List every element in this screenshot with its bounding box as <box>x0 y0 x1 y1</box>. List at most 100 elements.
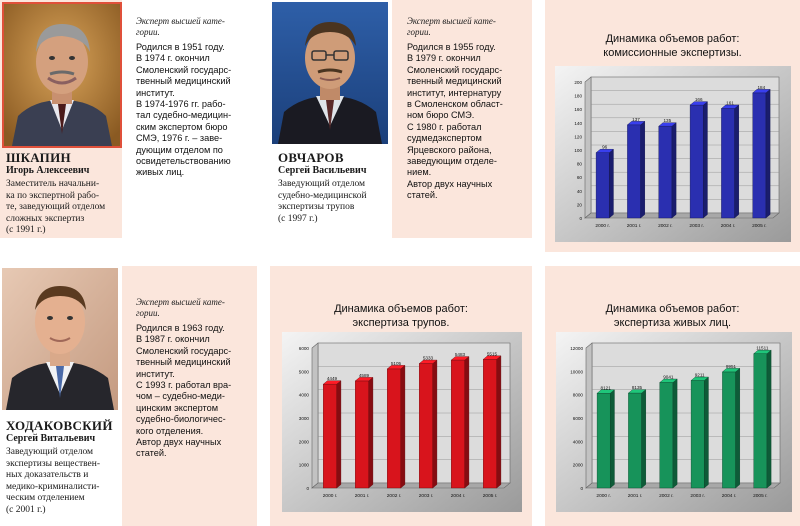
y-tick-label: 120 <box>574 134 582 139</box>
y-tick-label: 80 <box>577 162 583 167</box>
bar <box>659 378 678 489</box>
x-tick-label: 2004 г. <box>451 493 466 499</box>
x-tick-label: 2002 г. <box>659 493 674 499</box>
x-tick-label: 2003 г. <box>690 493 705 499</box>
y-tick-label: 0 <box>306 486 309 491</box>
x-tick-label: 2000 г. <box>323 493 338 499</box>
bar-front <box>451 359 465 489</box>
expert-full-name: Сергей Витальевич <box>6 433 96 444</box>
bar-front <box>419 363 433 489</box>
bar-front <box>690 380 705 489</box>
bar <box>482 355 502 489</box>
x-tick-label: 2004 г. <box>722 493 737 499</box>
y-tick-label: 4000 <box>573 439 584 444</box>
bar-side <box>671 122 677 219</box>
bar <box>386 364 406 489</box>
bar-top <box>322 380 342 385</box>
commission-expertise-chart: 0 20 40 60 80 100 120 140 160 180 200 96 2000 г. 137 2… <box>555 66 791 242</box>
y-tick-label: 2000 <box>573 463 584 468</box>
bar-top <box>689 101 708 106</box>
bar-front <box>628 392 642 489</box>
bar-side <box>464 356 470 489</box>
bar-front <box>627 124 641 219</box>
y-tick-label: 100 <box>574 148 582 153</box>
data-label: 166 <box>695 97 703 102</box>
data-label: 11511 <box>756 346 769 351</box>
chart-side-wall <box>311 342 319 489</box>
bar <box>596 389 615 489</box>
bar-side <box>672 378 678 489</box>
x-tick-label: 2000 г. <box>596 493 611 499</box>
chart-floor <box>585 482 781 489</box>
bar-front <box>752 92 767 219</box>
bio-column-shkapin <box>122 0 257 238</box>
expert-biography: Родился в 1963 году. В 1987 г. окончил С… <box>136 323 232 459</box>
bio-column-khodakovsky <box>122 266 257 526</box>
y-tick-label: 12000 <box>570 346 583 351</box>
data-label: 5515 <box>487 351 498 356</box>
chart-title: Динамика объемов работ: комиссионные экс… <box>603 33 742 59</box>
bar-front <box>595 152 610 219</box>
y-tick-label: 0 <box>579 216 582 221</box>
data-label: 161 <box>726 101 734 106</box>
bar-top <box>658 122 677 127</box>
bar-side <box>766 349 772 489</box>
bar-front <box>659 382 674 489</box>
y-tick-label: 40 <box>577 189 583 194</box>
x-tick-label: 2005 г. <box>752 223 767 229</box>
chart-floor <box>584 212 780 219</box>
bar-top <box>595 149 614 153</box>
y-tick-label: 2000 <box>299 439 310 444</box>
bar-top <box>721 368 741 373</box>
bar-front <box>753 353 768 489</box>
data-label: 5483 <box>455 352 466 357</box>
bar-side <box>735 367 740 489</box>
bar-top <box>386 365 406 370</box>
y-tick-label: 1000 <box>299 463 310 468</box>
bar-top <box>450 356 470 361</box>
data-label: 4589 <box>359 373 370 378</box>
bar <box>450 356 470 489</box>
expert-surname: ШКАПИН <box>6 150 71 165</box>
chart-side-wall <box>584 76 592 219</box>
x-tick-label: 2002 г. <box>387 493 402 499</box>
y-tick-label: 3000 <box>299 416 310 421</box>
bar <box>720 104 740 219</box>
bio-column-ovcharov <box>392 0 532 238</box>
expert-biography: Родился в 1951 году. В 1974 г. окончил С… <box>136 42 232 178</box>
y-tick-label: 6000 <box>299 346 310 351</box>
bar <box>689 101 708 219</box>
bar-top <box>690 376 709 381</box>
x-tick-label: 2000 г. <box>595 223 610 229</box>
x-tick-label: 2003 г. <box>689 223 704 229</box>
expert-surname: ХОДАКОВСКИЙ <box>6 418 113 433</box>
bar <box>626 120 646 219</box>
chart-title: Динамика объемов работ: экспертиза трупо… <box>334 303 468 329</box>
x-tick-label: 2003 г. <box>419 493 434 499</box>
bar-side <box>703 101 708 219</box>
y-tick-label: 4000 <box>299 393 310 398</box>
bar <box>690 376 709 489</box>
expert-rank: Эксперт высшей кате- гории. <box>407 16 496 37</box>
portrait-ovcharov <box>272 2 388 144</box>
y-tick-label: 140 <box>574 121 582 126</box>
data-label: 137 <box>632 117 640 122</box>
expert-rank: Эксперт высшей кате- гории. <box>136 16 225 37</box>
expert-rank: Эксперт высшей кате- гории. <box>136 297 225 318</box>
portrait-khodakovsky <box>2 268 118 410</box>
y-tick-label: 20 <box>577 202 583 207</box>
bar-front <box>658 126 673 219</box>
bar-top <box>482 355 502 360</box>
x-tick-label: 2001 г. <box>355 493 370 499</box>
y-tick-label: 200 <box>574 80 582 85</box>
bar-top <box>418 359 438 364</box>
bar <box>354 376 374 489</box>
bar-top <box>596 389 615 394</box>
y-tick-label: 0 <box>580 486 583 491</box>
portrait-shkapin <box>2 2 122 148</box>
bar-side <box>765 88 771 219</box>
bar-front <box>483 359 497 489</box>
data-label: 184 <box>757 85 765 90</box>
expert-full-name: Игорь Алексеевич <box>6 165 90 176</box>
y-tick-label: 8000 <box>573 393 584 398</box>
